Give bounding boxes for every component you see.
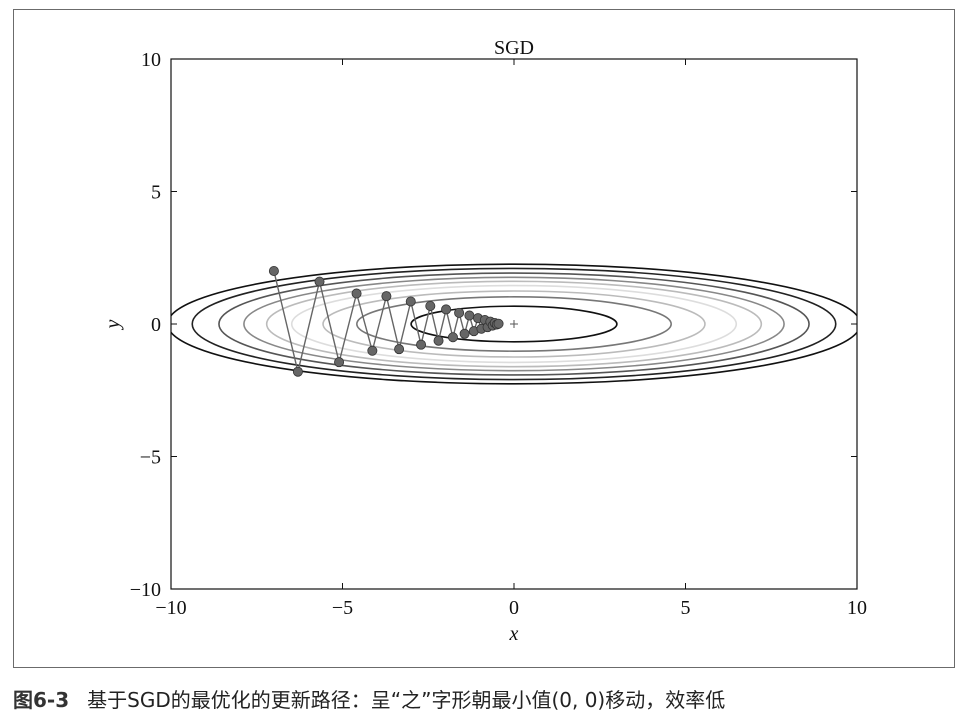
axis-ticks: −10 −5 0 5 10 −10 −5 0 5 10 bbox=[130, 49, 867, 619]
sgd-point-2 bbox=[314, 276, 325, 287]
contour-layer bbox=[171, 263, 857, 385]
sgd-path-layer bbox=[268, 265, 504, 377]
sgd-point-5 bbox=[367, 345, 378, 356]
y-tick-label: 0 bbox=[151, 314, 161, 336]
contour-line-3 bbox=[290, 284, 738, 364]
y-tick-label: −5 bbox=[140, 447, 161, 469]
sgd-point-26 bbox=[493, 318, 504, 329]
y-tick-label: 5 bbox=[151, 182, 161, 204]
sgd-point-7 bbox=[394, 344, 405, 355]
y-tick-label: −10 bbox=[130, 579, 161, 601]
sgd-point-16 bbox=[464, 310, 475, 321]
minimum-marker bbox=[510, 320, 518, 328]
figure-frame: SGD −10 −5 0 5 10 −10 −5 0 5 10 x y bbox=[13, 9, 955, 668]
x-tick-label: 10 bbox=[847, 597, 867, 619]
sgd-chart: SGD −10 −5 0 5 10 −10 −5 0 5 10 x y bbox=[102, 37, 867, 645]
y-tick-label: 10 bbox=[141, 49, 161, 71]
sgd-point-3 bbox=[334, 357, 345, 368]
sgd-point-4 bbox=[351, 288, 362, 299]
x-axis-label: x bbox=[509, 623, 519, 645]
sgd-point-9 bbox=[416, 339, 427, 350]
sgd-point-1 bbox=[292, 366, 303, 377]
x-tick-label: 0 bbox=[509, 597, 519, 619]
contour-line-5 bbox=[243, 276, 785, 372]
sgd-point-8 bbox=[405, 296, 416, 307]
contour-line-1 bbox=[356, 296, 672, 352]
chart-title: SGD bbox=[494, 37, 534, 59]
sgd-point-14 bbox=[454, 307, 465, 318]
x-tick-label: 5 bbox=[681, 597, 691, 619]
sgd-point-6 bbox=[381, 291, 392, 302]
contour-line-8 bbox=[171, 263, 857, 385]
figure-label: 图6-3 bbox=[13, 688, 70, 712]
caption-text: 基于SGD的最优化的更新路径：呈“之”字形朝最小值(0, 0)移动，效率低 bbox=[87, 688, 726, 712]
sgd-point-11 bbox=[433, 335, 444, 346]
x-tick-label: −5 bbox=[332, 597, 353, 619]
contour-line-2 bbox=[322, 290, 706, 358]
y-axis-label: y bbox=[102, 319, 124, 330]
sgd-point-12 bbox=[441, 304, 452, 315]
sgd-point-10 bbox=[425, 300, 436, 311]
sgd-point-13 bbox=[447, 332, 458, 343]
contour-line-0 bbox=[410, 305, 618, 343]
contour-line-6 bbox=[218, 272, 810, 376]
sgd-point-0 bbox=[268, 265, 279, 276]
x-tick-label: −10 bbox=[155, 597, 186, 619]
contour-line-4 bbox=[265, 280, 763, 368]
contour-line-7 bbox=[191, 267, 837, 381]
sgd-point-15 bbox=[459, 328, 470, 339]
figure-caption: 图6-3 基于SGD的最优化的更新路径：呈“之”字形朝最小值(0, 0)移动，效率… bbox=[13, 684, 953, 714]
